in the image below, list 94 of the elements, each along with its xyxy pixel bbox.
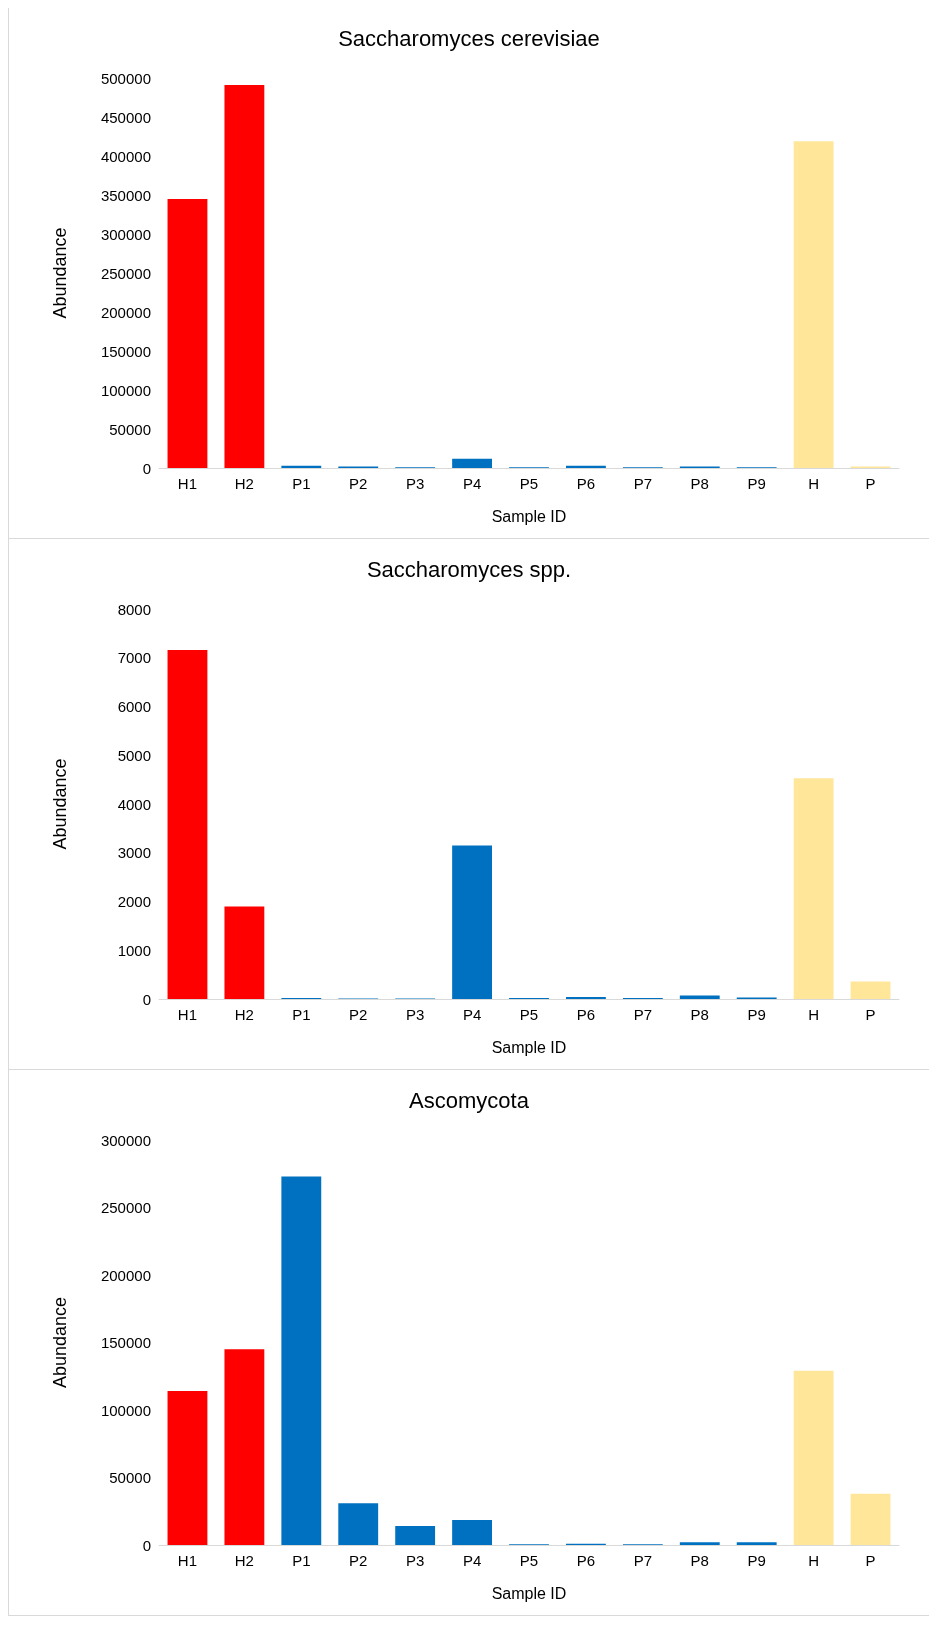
x-tick-label: P7 [633, 1006, 653, 1023]
bar [793, 1370, 834, 1545]
y-tick-label: 1000 [117, 941, 151, 959]
y-tick-label: 100000 [100, 381, 151, 399]
x-tick-label: H2 [234, 1006, 254, 1023]
x-tick-label: P4 [462, 1552, 482, 1569]
x-tick-label: P8 [690, 1006, 709, 1023]
bar [850, 981, 891, 999]
x-axis-title: Sample ID [491, 1038, 567, 1056]
bar [793, 778, 834, 999]
x-tick-label: P5 [519, 475, 539, 492]
y-axis-title: Abundance [50, 758, 70, 850]
x-tick-label: H [808, 475, 820, 492]
y-tick-label: 0 [142, 1536, 151, 1554]
x-tick-label: P2 [349, 475, 368, 492]
x-tick-label: P4 [462, 475, 482, 492]
y-tick-label: 4000 [117, 795, 151, 813]
x-tick-label: P4 [462, 1006, 482, 1023]
x-tick-label: H1 [177, 1552, 198, 1569]
x-axis-title: Sample ID [491, 1584, 567, 1602]
x-tick-label: P1 [292, 475, 311, 492]
x-tick-label: H1 [177, 475, 198, 492]
x-tick-label: H2 [234, 1552, 254, 1569]
bar [736, 1542, 777, 1545]
x-tick-label: P9 [747, 1552, 766, 1569]
x-tick-label: P8 [690, 1552, 709, 1569]
x-tick-label: P2 [349, 1006, 368, 1023]
y-tick-label: 150000 [100, 342, 151, 360]
x-tick-label: P3 [405, 1006, 425, 1023]
x-tick-label: H [808, 1006, 820, 1023]
y-tick-label: 200000 [100, 1266, 151, 1284]
x-tick-label: P7 [633, 475, 653, 492]
x-tick-label: P6 [576, 1006, 596, 1023]
x-tick-label: P1 [292, 1006, 311, 1023]
x-tick-label: P8 [690, 475, 709, 492]
x-tick-label: P3 [405, 1552, 425, 1569]
bar [167, 198, 208, 468]
bar [452, 1520, 492, 1545]
bar [167, 1391, 208, 1545]
y-tick-label: 0 [142, 459, 151, 477]
y-tick-label: 8000 [117, 600, 151, 618]
bar [452, 458, 492, 468]
bar [281, 1176, 322, 1545]
y-axis-title: Abundance [50, 1296, 70, 1389]
x-tick-label: P7 [633, 1552, 653, 1569]
y-tick-label: 200000 [100, 303, 151, 321]
x-tick-label: P [865, 1552, 876, 1569]
bar [224, 85, 265, 468]
x-tick-label: P [865, 1006, 876, 1023]
y-tick-label: 7000 [117, 649, 151, 667]
bar [224, 1349, 265, 1545]
y-tick-label: 300000 [100, 1131, 151, 1149]
bar [338, 1503, 379, 1545]
y-tick-label: 450000 [100, 108, 151, 126]
x-tick-label: P6 [576, 1552, 596, 1569]
bar [395, 1526, 436, 1545]
y-tick-label: 150000 [100, 1334, 151, 1351]
y-axis-title: Abundance [50, 227, 70, 319]
bar [167, 649, 208, 999]
bar [850, 1493, 891, 1545]
x-tick-label: P2 [349, 1552, 368, 1569]
bar [224, 906, 265, 999]
chart-title: Saccharomyces cerevisiae [338, 25, 600, 51]
x-axis-title: Sample ID [491, 507, 567, 525]
chart-title: Saccharomyces spp. [366, 556, 572, 582]
y-tick-label: 3000 [117, 844, 151, 862]
bar [793, 141, 834, 468]
y-tick-label: 50000 [109, 1469, 151, 1486]
y-tick-label: 5000 [117, 746, 151, 764]
x-tick-label: P1 [292, 1552, 311, 1569]
y-tick-label: 250000 [100, 1199, 151, 1216]
bar [452, 845, 492, 999]
y-tick-label: 6000 [117, 698, 151, 715]
y-tick-label: 350000 [100, 186, 151, 204]
y-tick-label: 0 [142, 990, 151, 1008]
x-tick-label: P [865, 475, 876, 492]
y-tick-label: 500000 [100, 69, 151, 87]
y-tick-label: 2000 [117, 893, 151, 910]
chart-title: Ascomycota [409, 1087, 530, 1113]
y-tick-label: 50000 [109, 420, 151, 438]
x-tick-label: H [808, 1552, 820, 1569]
x-tick-label: P5 [519, 1552, 539, 1569]
x-tick-label: P9 [747, 475, 766, 492]
x-tick-label: H2 [234, 475, 254, 492]
x-tick-label: H1 [177, 1006, 198, 1023]
y-tick-label: 300000 [100, 225, 151, 243]
x-tick-label: P9 [747, 1006, 766, 1023]
bar [679, 1542, 720, 1545]
x-tick-label: P5 [519, 1006, 539, 1023]
y-tick-label: 250000 [100, 264, 151, 282]
x-tick-label: P3 [405, 475, 425, 492]
y-tick-label: 100000 [100, 1401, 151, 1419]
y-tick-label: 400000 [100, 147, 151, 165]
x-tick-label: P6 [576, 475, 596, 492]
